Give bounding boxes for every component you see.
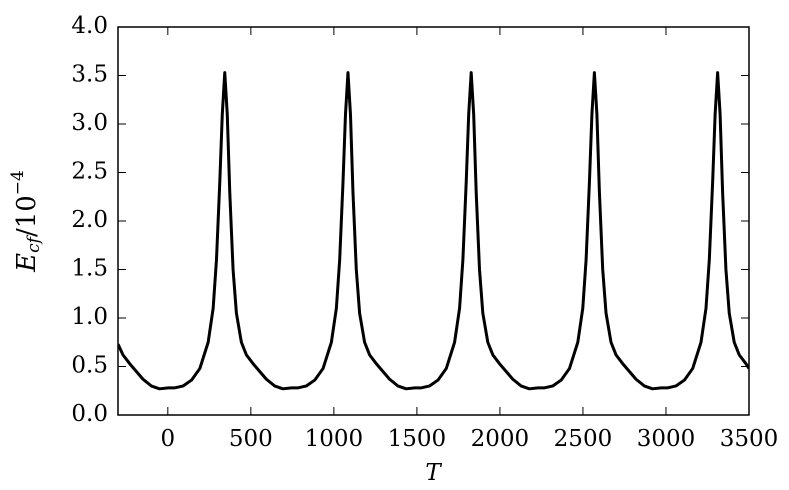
plot-frame [117, 26, 750, 416]
y-label-mid: /10 [12, 195, 42, 237]
x-tick-label: 1000 [305, 426, 364, 452]
x-tick-label: 2500 [554, 426, 613, 452]
y-tick-label: 2.0 [71, 207, 108, 233]
x-tick-label: 2000 [471, 426, 530, 452]
y-tick-label: 1.5 [71, 256, 108, 282]
y-axis-label: Ecf/10−4 [8, 170, 44, 273]
x-tick-label: 3500 [720, 426, 779, 452]
y-tick-label: 4.0 [71, 13, 108, 39]
x-tick-label: 3000 [637, 426, 696, 452]
y-label-base: E [12, 253, 42, 273]
y-tick-label: 0.5 [71, 353, 108, 379]
line-series [118, 71, 749, 391]
y-label-sup: −4 [8, 170, 28, 195]
x-tick-label: 500 [229, 426, 273, 452]
y-tick-label: 3.0 [71, 110, 108, 136]
x-axis-label: T [425, 460, 442, 486]
y-label-sub: cf [24, 234, 44, 253]
y-tick-label: 3.5 [71, 62, 108, 88]
y-tick-label: 1.0 [71, 304, 108, 330]
x-tick-label: 1500 [388, 426, 447, 452]
x-tick-label: 0 [160, 426, 175, 452]
y-tick-label: 0.0 [71, 401, 108, 427]
y-tick-label: 2.5 [71, 159, 108, 185]
